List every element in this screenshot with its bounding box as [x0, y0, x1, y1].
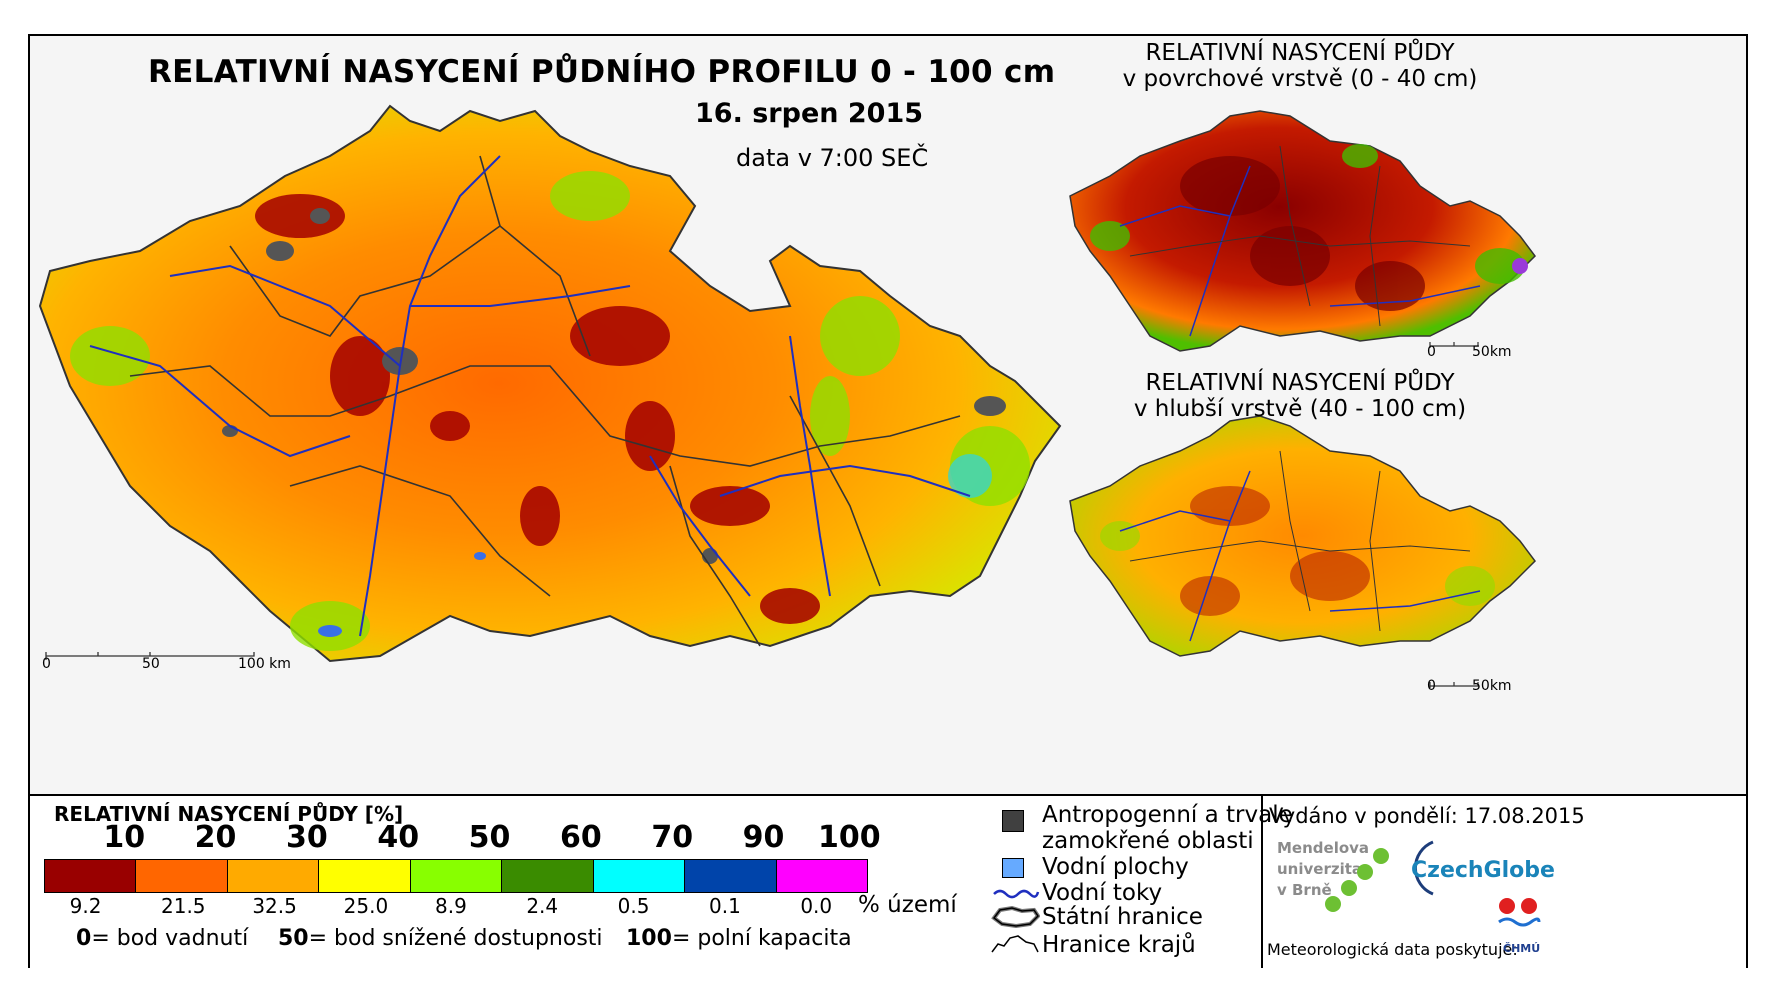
mendel-dots-icon	[1325, 848, 1389, 912]
antropogenic-area-swatch	[1002, 810, 1024, 832]
legend-color-6	[593, 860, 686, 892]
definition-50-text: = bod snížené dostupnosti	[308, 926, 603, 951]
inset-bottom-scale-0: 0	[1427, 678, 1436, 694]
definition-100: 100= polní kapacita	[626, 926, 852, 951]
legend-percentage-0: 9.2	[69, 894, 102, 918]
state-border-symbol	[991, 905, 1040, 928]
antropogenic-swatch-box	[1002, 810, 1024, 832]
definition-100-text: = polní kapacita	[671, 926, 852, 951]
legend-color-4	[410, 860, 503, 892]
czechglobe-logo: CzechGlobe	[1411, 858, 1555, 883]
legend-percentage-8: 0.0	[800, 894, 833, 918]
inset-top-scale-50: 50km	[1472, 344, 1512, 360]
legend-threshold-3: 40	[377, 820, 420, 855]
definition-0: 0= bod vadnutí	[76, 926, 248, 951]
map-date: 16. srpen 2015	[695, 98, 924, 129]
issued-box: Vydáno v pondělí: 17.08.2015 Mendelova u…	[1261, 796, 1748, 968]
czechglobe-arc-icon	[1413, 840, 1434, 896]
inset-bottom-scale-bar	[1429, 682, 1479, 688]
legend-threshold-5: 60	[560, 820, 602, 855]
legend-color-0	[45, 860, 137, 892]
legend-colorbar	[44, 859, 868, 893]
legend-threshold-1: 20	[194, 820, 237, 855]
mendel-logo-line1: Mendelova	[1277, 839, 1370, 857]
river-label: Vodní toky	[1042, 880, 1163, 906]
inset-top-title-line1: RELATIVNÍ NASYCENÍ PŮDY	[1145, 40, 1455, 66]
water-bodies	[318, 552, 486, 637]
legend-percentage-1: 21.5	[161, 894, 206, 918]
legend-percentage-3: 25.0	[343, 894, 389, 918]
legend-percentage-4: 8.9	[435, 894, 467, 918]
map-frame: RELATIVNÍ NASYCENÍ PŮDNÍHO PROFILU 0 - 1…	[28, 34, 1748, 968]
legend-area: RELATIVNÍ NASYCENÍ PŮDY [%] % území 0= b…	[30, 794, 1746, 968]
data-time: data v 7:00 SEČ	[736, 144, 929, 172]
map-area: RELATIVNÍ NASYCENÍ PŮDNÍHO PROFILU 0 - 1…	[30, 36, 1746, 794]
legend-percentage-6: 0.5	[617, 894, 650, 918]
state-border-label: Státní hranice	[1042, 904, 1203, 930]
legend-threshold-7: 90	[742, 820, 785, 855]
issued-date: Vydáno v pondělí: 17.08.2015	[1269, 804, 1585, 828]
legend-color-7	[685, 860, 777, 892]
water-body-label: Vodní plochy	[1042, 854, 1189, 880]
map-title: RELATIVNÍ NASYCENÍ PŮDNÍHO PROFILU 0 - 1…	[148, 54, 1056, 90]
inset-bottom-scale-50: 50km	[1472, 678, 1512, 694]
main-scale-100: 100 km	[238, 656, 291, 672]
water-body-swatch	[1002, 858, 1024, 878]
inset-top-scale-bar	[1429, 342, 1479, 348]
mendel-university-logo: Mendelova univerzita v Brně	[1277, 838, 1369, 901]
inset-top-title-line2: v povrchové vrstvě (0 - 40 cm)	[1122, 66, 1478, 92]
data-source-label: Meteorologická data poskytuje:	[1267, 940, 1518, 959]
definition-100-num: 100	[626, 926, 672, 951]
legend-color-5	[502, 860, 594, 892]
legend-threshold-4: 50	[468, 820, 511, 855]
rivers	[89, 155, 971, 637]
legend-color-2	[227, 860, 320, 892]
legend-threshold-8: 100	[818, 820, 881, 855]
antropogenic-label-line2: zamokřené oblasti	[1042, 828, 1254, 854]
main-scale-50: 50	[142, 656, 160, 672]
antropogenic-label-line1: Antropogenní a trvale	[1042, 802, 1293, 828]
region-borders	[129, 155, 961, 647]
main-scale-bar	[45, 652, 255, 660]
chmu-logo-icon	[1498, 898, 1541, 927]
chmu-logo-text: ČHMÚ	[1503, 942, 1541, 955]
definition-0-num: 0	[76, 926, 92, 951]
legend-title: RELATIVNÍ NASYCENÍ PŮDY [%]	[54, 802, 404, 826]
inset-bottom-title-line2: v hlubší vrstvě (40 - 100 cm)	[1133, 396, 1467, 422]
inset-top-scale-0: 0	[1427, 344, 1436, 360]
legend-color-8	[776, 860, 867, 892]
legend-color-1	[136, 860, 228, 892]
definition-50: 50= bod snížené dostupnosti	[278, 926, 603, 951]
region-border-label: Hranice krajů	[1042, 932, 1196, 958]
antropogenic-label: Antropogenní a trvale zamokřené oblasti	[1042, 802, 1293, 854]
region-border-symbol	[991, 935, 1039, 953]
mendel-logo-line2: univerzita	[1277, 860, 1363, 878]
mendel-logo-line3: v Brně	[1277, 881, 1332, 899]
inset-bottom-title-line1: RELATIVNÍ NASYCENÍ PŮDY	[1145, 370, 1455, 396]
legend-percentage-5: 2.4	[526, 894, 559, 918]
legend-threshold-6: 70	[651, 820, 694, 855]
main-scale-0: 0	[42, 656, 51, 672]
legend-threshold-0: 10	[103, 820, 146, 855]
pct-area-label: % území	[858, 892, 957, 918]
inset-bottom-title: RELATIVNÍ NASYCENÍ PŮDY v hlubší vrstvě …	[1100, 370, 1500, 422]
legend-percentage-2: 32.5	[252, 894, 297, 918]
dry-patches	[255, 194, 820, 624]
legend-threshold-2: 30	[286, 820, 328, 855]
legend-color-3	[319, 860, 411, 892]
main-soil-saturation-map	[38, 104, 1536, 688]
definition-0-text: = bod vadnutí	[91, 926, 249, 951]
definition-50-num: 50	[278, 926, 309, 951]
river-symbol	[993, 889, 1040, 899]
legend-percentage-7: 0.1	[709, 894, 741, 918]
inset-top-title: RELATIVNÍ NASYCENÍ PŮDY v povrchové vrst…	[1100, 40, 1500, 92]
czech-republic-main	[38, 104, 1062, 663]
